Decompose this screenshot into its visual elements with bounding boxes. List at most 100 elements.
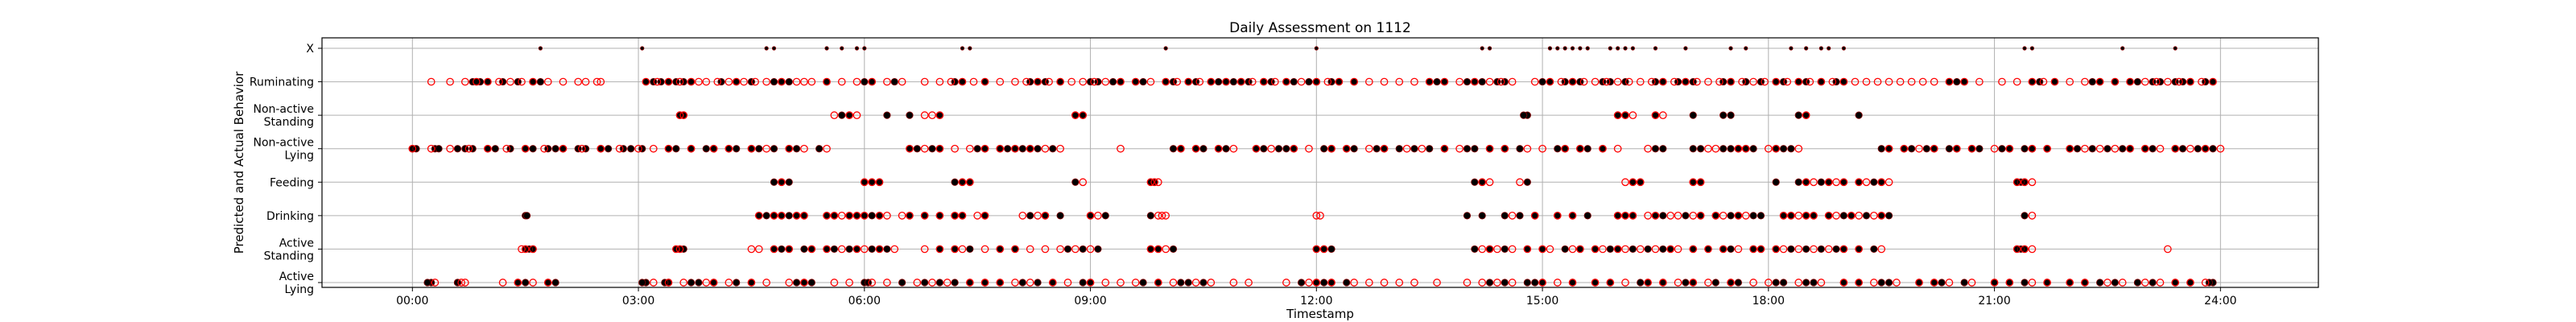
- data-point-filled: [491, 145, 499, 153]
- data-point-hollow: [2156, 144, 2165, 153]
- data-point-filled: [1839, 212, 1848, 220]
- data-point-hollow: [1162, 77, 1170, 86]
- data-point-filled: [1689, 145, 1697, 153]
- data-point-hollow: [1715, 77, 1724, 86]
- data-point-hollow: [1599, 144, 1607, 153]
- data-point-hollow: [427, 77, 436, 86]
- data-point-hollow: [1410, 279, 1418, 287]
- data-point-hollow: [1508, 212, 1517, 220]
- data-point-hollow: [529, 279, 537, 287]
- data-point-hollow: [1041, 245, 1050, 254]
- y-tick-label: Active Lying: [279, 270, 314, 296]
- data-point-hollow: [1810, 245, 1818, 254]
- data-point-filled: [1623, 46, 1628, 51]
- data-point-hollow: [2043, 279, 2051, 287]
- data-point-hollow: [2081, 279, 2089, 287]
- data-point-hollow: [951, 144, 959, 153]
- data-point-hollow: [1079, 77, 1088, 86]
- data-point-filled: [1426, 145, 1434, 153]
- data-point-hollow: [1101, 279, 1110, 287]
- data-point-filled: [1727, 245, 1735, 254]
- data-point-hollow: [747, 144, 756, 153]
- data-point-filled: [785, 212, 793, 220]
- data-point-filled: [1523, 279, 1531, 287]
- data-point-hollow: [702, 77, 711, 86]
- data-point-hollow: [1885, 178, 1893, 187]
- data-point-hollow: [1839, 77, 1848, 86]
- data-point-filled: [1682, 212, 1690, 220]
- data-point-hollow: [951, 212, 959, 220]
- data-point-filled: [1818, 46, 1823, 51]
- data-point-filled: [868, 245, 876, 254]
- data-point-hollow: [2028, 212, 2037, 220]
- data-point-hollow: [1885, 77, 1893, 86]
- data-point-hollow: [1485, 77, 1494, 86]
- data-point-hollow: [2028, 279, 2037, 287]
- x-tick-label: 12:00: [1300, 295, 1332, 308]
- data-point-hollow: [800, 279, 808, 287]
- data-point-hollow: [502, 144, 511, 153]
- data-point-hollow: [1689, 245, 1698, 254]
- plot-frame: [321, 37, 2319, 288]
- data-point-hollow: [724, 144, 733, 153]
- data-point-hollow: [1150, 178, 1158, 187]
- data-point-hollow: [906, 212, 914, 220]
- data-point-hollow: [1546, 245, 1554, 254]
- data-point-hollow: [1048, 279, 1057, 287]
- data-point-hollow: [935, 77, 944, 86]
- data-point-hollow: [837, 212, 846, 220]
- data-point-filled: [1606, 245, 1614, 254]
- data-point-hollow: [484, 144, 492, 153]
- data-point-filled: [1520, 111, 1528, 119]
- data-point-filled: [1478, 77, 1486, 86]
- data-point-filled: [755, 145, 763, 153]
- data-point-hollow: [1764, 279, 1773, 287]
- data-point-hollow: [1647, 77, 1656, 86]
- data-point-hollow: [1177, 144, 1185, 153]
- data-point-hollow: [1727, 279, 1735, 287]
- data-point-filled: [838, 111, 846, 119]
- data-point-filled: [1651, 145, 1660, 153]
- data-point-hollow: [1772, 144, 1781, 153]
- y-tick-label: Active Standing: [264, 237, 314, 262]
- data-point-hollow: [1621, 212, 1629, 220]
- data-point-hollow: [1380, 144, 1389, 153]
- data-point-filled: [2120, 46, 2125, 51]
- data-point-hollow: [1245, 279, 1253, 287]
- data-point-hollow: [785, 279, 794, 287]
- data-point-filled: [2103, 145, 2112, 153]
- data-point-hollow: [2209, 77, 2217, 86]
- data-point-hollow: [868, 178, 877, 187]
- y-tick-label-line: Standing: [264, 116, 314, 129]
- data-point-hollow: [2171, 144, 2180, 153]
- data-point-hollow: [1248, 77, 1257, 86]
- data-point-hollow: [1658, 111, 1667, 119]
- data-point-hollow: [965, 279, 974, 287]
- data-point-hollow: [1538, 245, 1546, 254]
- data-point-hollow: [1568, 212, 1577, 220]
- data-point-hollow: [1644, 144, 1652, 153]
- data-point-hollow: [1568, 279, 1577, 287]
- data-point-filled: [1682, 279, 1690, 287]
- data-point-hollow: [1455, 144, 1463, 153]
- data-point-filled: [1471, 178, 1479, 186]
- data-point-filled: [2029, 46, 2034, 51]
- data-point-hollow: [1998, 77, 2006, 86]
- data-point-hollow: [1591, 279, 1600, 287]
- data-point-hollow: [1485, 178, 1494, 187]
- data-point-filled: [935, 279, 943, 287]
- data-point-hollow: [543, 279, 552, 287]
- data-point-filled: [1463, 212, 1472, 220]
- data-point-filled: [1320, 145, 1328, 153]
- data-point-hollow: [1290, 144, 1298, 153]
- data-point-filled: [1516, 145, 1524, 153]
- data-point-hollow: [1613, 111, 1622, 119]
- data-point-hollow: [1787, 212, 1795, 220]
- data-point-hollow: [1696, 212, 1705, 220]
- data-point-filled: [1471, 145, 1479, 153]
- data-point-hollow: [540, 144, 548, 153]
- data-point-hollow: [1146, 245, 1155, 254]
- data-point-hollow: [1636, 178, 1645, 187]
- data-point-hollow: [1410, 77, 1418, 86]
- data-point-hollow: [2095, 144, 2104, 153]
